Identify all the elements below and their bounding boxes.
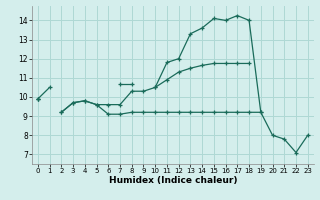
X-axis label: Humidex (Indice chaleur): Humidex (Indice chaleur): [108, 176, 237, 185]
